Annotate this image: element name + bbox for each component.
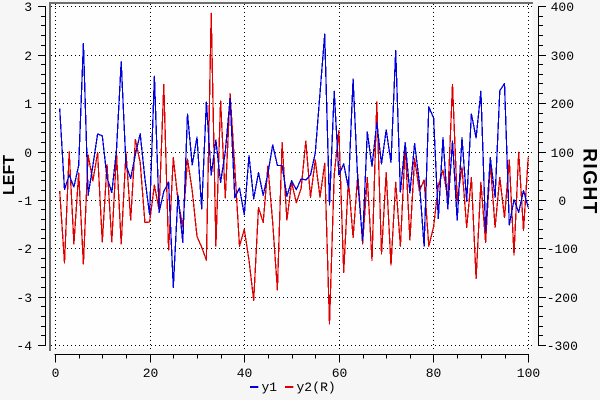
- svg-text:0: 0: [24, 146, 32, 161]
- svg-text:60: 60: [332, 366, 348, 381]
- svg-text:2: 2: [24, 49, 32, 64]
- svg-text:-4: -4: [16, 339, 32, 354]
- svg-text:-1: -1: [16, 194, 32, 209]
- svg-text:40: 40: [237, 366, 253, 381]
- svg-text:200: 200: [551, 97, 574, 112]
- svg-text:RIGHT: RIGHT: [579, 148, 600, 215]
- svg-text:1: 1: [24, 97, 32, 112]
- svg-text:LEFT: LEFT: [1, 155, 18, 195]
- svg-text:-3: -3: [16, 291, 32, 306]
- svg-text:-2: -2: [16, 242, 32, 257]
- svg-text:300: 300: [551, 49, 574, 64]
- svg-text:-100: -100: [547, 242, 578, 257]
- svg-text:400: 400: [551, 0, 574, 15]
- svg-text:100: 100: [551, 146, 574, 161]
- svg-text:(R): (R): [312, 380, 335, 395]
- svg-text:0: 0: [52, 366, 60, 381]
- svg-text:0: 0: [558, 194, 566, 209]
- svg-text:-200: -200: [547, 291, 578, 306]
- svg-text:20: 20: [143, 366, 159, 381]
- svg-text:100: 100: [517, 366, 540, 381]
- svg-text:3: 3: [24, 0, 32, 15]
- svg-text:-300: -300: [547, 339, 578, 354]
- svg-text:y2: y2: [297, 380, 313, 395]
- svg-text:y1: y1: [262, 380, 278, 395]
- svg-text:80: 80: [426, 366, 442, 381]
